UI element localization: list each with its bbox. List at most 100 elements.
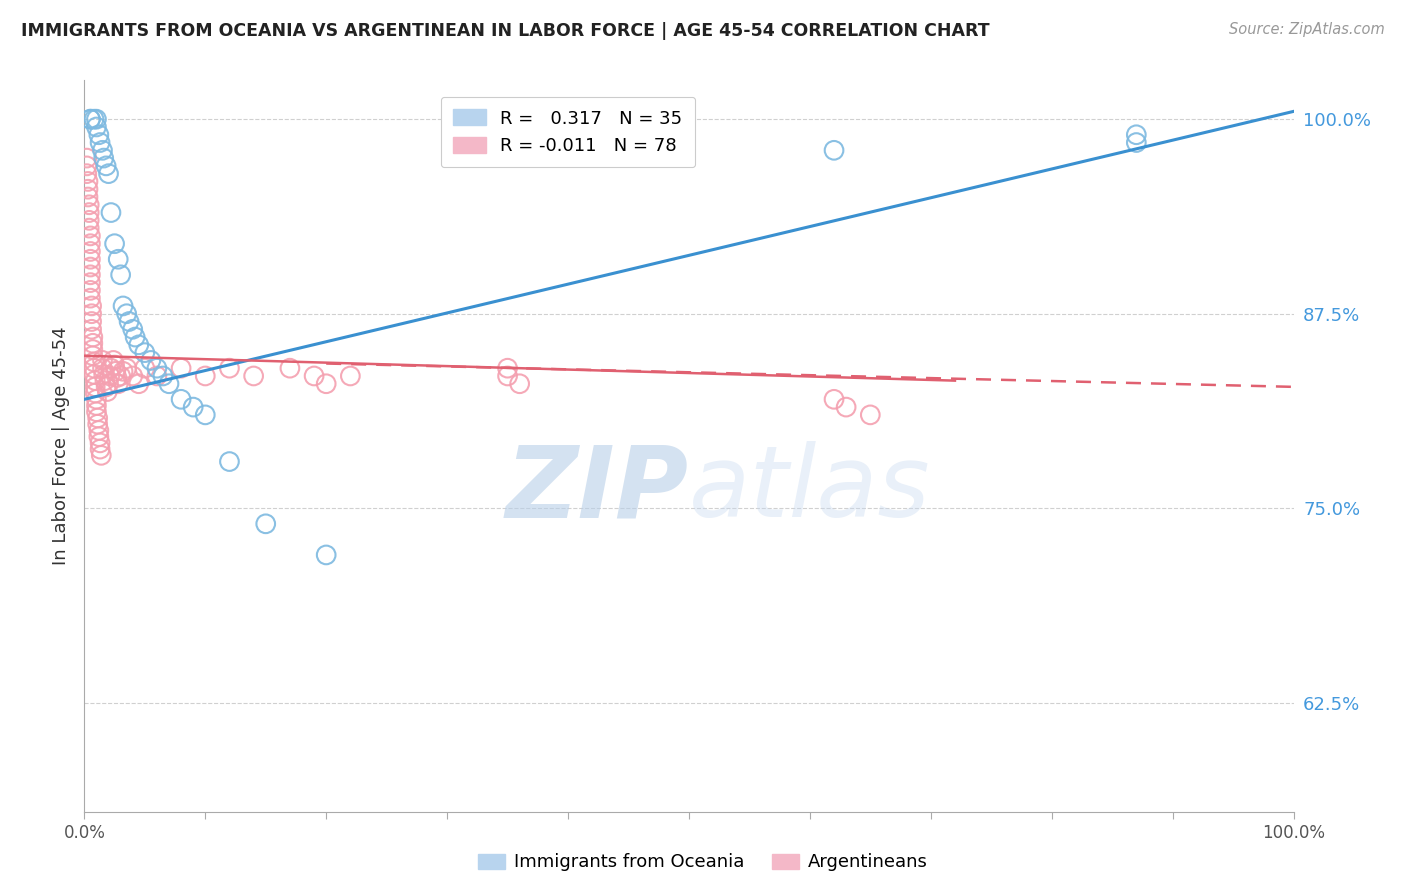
Point [134,345,156,359]
Point [79,228,101,243]
Point [315,376,337,391]
Text: Source: ZipAtlas.com: Source: ZipAtlas.com [1229,22,1385,37]
Point [1125,128,1147,142]
Point [94,159,117,173]
Point [110,368,132,383]
Point [97,376,120,391]
Point [86,112,108,127]
Point [79,291,101,305]
Point [83,361,105,376]
Point [115,361,138,376]
Point [112,299,135,313]
Point [859,408,882,422]
Point [115,307,138,321]
Point [1125,136,1147,150]
Point [79,112,101,127]
Point [87,128,110,142]
Point [79,252,101,267]
Point [82,330,104,344]
Point [82,336,104,351]
Point [77,174,100,188]
Legend: Immigrants from Oceania, Argentineans: Immigrants from Oceania, Argentineans [471,847,935,879]
Point [104,358,127,372]
Text: atlas: atlas [689,442,931,539]
Point [84,380,107,394]
Point [86,120,108,134]
Point [91,353,114,368]
Point [170,392,193,407]
Text: ZIP: ZIP [506,442,689,539]
Point [91,144,114,158]
Point [94,380,117,394]
Point [339,368,361,383]
Point [218,454,240,468]
Point [93,368,115,382]
Point [91,361,114,376]
Point [157,376,180,391]
Point [194,408,217,422]
Point [77,198,100,212]
Point [84,374,107,388]
Text: IMMIGRANTS FROM OCEANIA VS ARGENTINEAN IN LABOR FORCE | AGE 45-54 CORRELATION CH: IMMIGRANTS FROM OCEANIA VS ARGENTINEAN I… [21,22,990,40]
Point [93,151,115,165]
Point [107,376,129,391]
Point [84,386,107,401]
Point [302,368,325,383]
Point [254,516,277,531]
Point [76,151,98,165]
Point [315,548,337,562]
Point [104,364,127,378]
Point [124,330,146,344]
Point [107,252,129,267]
Point [121,322,143,336]
Point [128,376,150,391]
Point [103,353,125,368]
Point [80,299,103,313]
Point [79,268,101,282]
Point [96,384,118,399]
Point [79,236,101,251]
Point [87,424,110,438]
Point [79,276,101,290]
Point [77,221,100,235]
Point [278,361,301,376]
Point [134,361,156,376]
Point [110,268,132,282]
Point [218,361,240,376]
Point [496,361,519,376]
Point [89,442,111,456]
Point [76,159,98,173]
Point [79,260,101,274]
Y-axis label: In Labor Force | Age 45-54: In Labor Force | Age 45-54 [52,326,70,566]
Point [509,376,531,391]
Point [835,400,858,414]
Point [139,353,162,368]
Point [80,314,103,328]
Point [79,112,101,127]
Point [104,236,127,251]
Point [90,448,112,462]
Point [87,430,110,444]
Point [79,244,101,259]
Point [77,213,100,227]
Point [80,307,103,321]
Point [77,190,100,204]
Point [823,144,845,158]
Point [86,399,108,413]
Point [496,368,519,383]
Point [79,284,101,298]
Point [76,167,98,181]
Point [89,136,111,150]
Point [83,355,105,369]
Point [83,112,105,127]
Point [146,361,169,376]
Point [98,368,121,383]
Point [242,368,264,383]
Point [83,368,105,382]
Point [82,343,104,357]
Point [112,364,135,378]
Point [100,361,122,376]
Point [82,349,104,363]
Legend: R =   0.317   N = 35, R = -0.011   N = 78: R = 0.317 N = 35, R = -0.011 N = 78 [441,96,695,168]
Point [86,405,108,419]
